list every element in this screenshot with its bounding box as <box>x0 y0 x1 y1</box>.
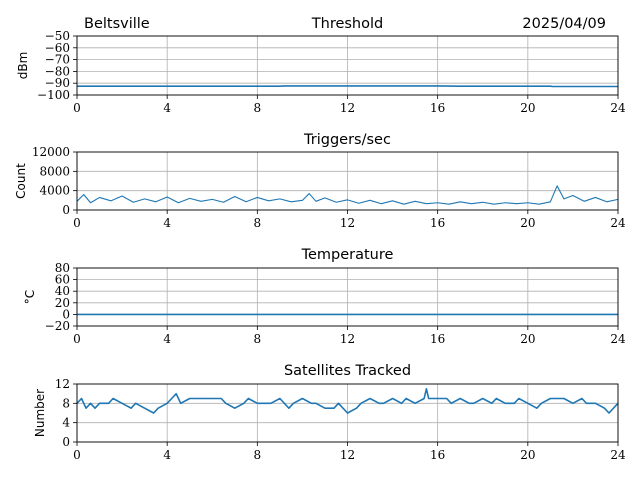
threshold-xtick-label-5: 20 <box>520 101 535 115</box>
satellites-ytick-label-0: 0 <box>62 435 70 449</box>
temperature-xtick-label-5: 20 <box>520 332 535 346</box>
triggers-panel: 0 4 8 12 16 20 24 0 4000 8000 12000 Triggers/sec Cou… <box>14 132 626 230</box>
satellites-panel: 0 4 8 12 16 20 24 0 4 8 12 Satellites Tracked Number <box>33 363 626 462</box>
satellites-series-line-0 <box>76 388 619 414</box>
temperature-ytick-label-1: 0 <box>62 307 70 321</box>
threshold-xtick-label-6: 24 <box>610 101 626 115</box>
satellites-xtick-label-3: 12 <box>340 448 355 462</box>
threshold-xtick-label-0: 0 <box>73 101 81 115</box>
triggers-ytick-label-3: 12000 <box>32 145 70 159</box>
temperature-xtick-label-2: 8 <box>254 332 262 346</box>
satellites-xtick-label-5: 20 <box>520 448 535 462</box>
temperature-xtick-label-3: 12 <box>340 332 355 346</box>
satellites-xtick-label-2: 8 <box>254 448 262 462</box>
triggers-xtick-label-0: 0 <box>73 216 81 230</box>
triggers-ytick-label-1: 4000 <box>39 184 70 198</box>
satellites-ytick-label-2: 8 <box>62 396 70 410</box>
temperature-ytick-label-2: 20 <box>55 296 70 310</box>
threshold-ytick-label-3: −70 <box>45 53 70 67</box>
threshold-xtick-label-2: 8 <box>254 101 262 115</box>
triggers-ylabel: Count <box>14 163 28 199</box>
satellites-title: Satellites Tracked <box>284 363 411 379</box>
threshold-xtick-label-4: 16 <box>430 101 445 115</box>
triggers-series-line-0 <box>76 185 619 205</box>
triggers-ytick-label-2: 8000 <box>39 164 70 178</box>
temperature-title: Temperature <box>301 247 394 263</box>
threshold-ytick-label-0: −100 <box>37 88 70 102</box>
threshold-series-line-0 <box>77 85 618 88</box>
location-label: Beltsville <box>84 16 150 32</box>
threshold-ytick-label-5: −50 <box>45 29 70 43</box>
threshold-xtick-label-1: 4 <box>163 101 171 115</box>
threshold-panel: 0 4 8 12 16 20 24 −100−90−80−70−60−50 Threshold d… <box>16 16 626 115</box>
temperature-xtick-label-4: 16 <box>430 332 445 346</box>
temperature-ytick-label-0: −20 <box>45 319 70 333</box>
temperature-ytick-label-3: 40 <box>55 284 70 298</box>
threshold-ytick-label-4: −60 <box>45 41 70 55</box>
satellites-xtick-label-6: 24 <box>610 448 626 462</box>
temperature-xtick-label-1: 4 <box>163 332 171 346</box>
temperature-xtick-label-0: 0 <box>73 332 81 346</box>
satellites-ytick-label-1: 4 <box>62 416 70 430</box>
temperature-ylabel: °C <box>23 290 37 304</box>
date-label: 2025/04/09 <box>522 16 606 32</box>
threshold-ylabel: dBm <box>16 52 30 80</box>
satellites-xtick-label-1: 4 <box>163 448 171 462</box>
temperature-xtick-label-6: 24 <box>610 332 626 346</box>
threshold-ytick-label-1: −90 <box>45 76 70 90</box>
threshold-ytick-label-2: −80 <box>45 64 70 78</box>
triggers-xtick-label-1: 4 <box>163 216 171 230</box>
satellites-xtick-label-0: 0 <box>73 448 81 462</box>
triggers-ytick-label-0: 0 <box>62 203 70 217</box>
temperature-ytick-label-4: 60 <box>55 273 70 287</box>
temperature-ytick-label-5: 80 <box>55 261 70 275</box>
triggers-xtick-label-2: 8 <box>254 216 262 230</box>
triggers-xtick-label-6: 24 <box>610 216 626 230</box>
triggers-xtick-label-5: 20 <box>520 216 535 230</box>
triggers-xtick-label-4: 16 <box>430 216 445 230</box>
satellites-ytick-label-3: 12 <box>55 377 70 391</box>
triggers-title: Triggers/sec <box>303 132 391 148</box>
threshold-title: Threshold <box>311 16 383 32</box>
satellites-ylabel: Number <box>33 389 47 437</box>
threshold-xtick-label-3: 12 <box>340 101 355 115</box>
satellites-xtick-label-4: 16 <box>430 448 445 462</box>
triggers-xtick-label-3: 12 <box>340 216 355 230</box>
